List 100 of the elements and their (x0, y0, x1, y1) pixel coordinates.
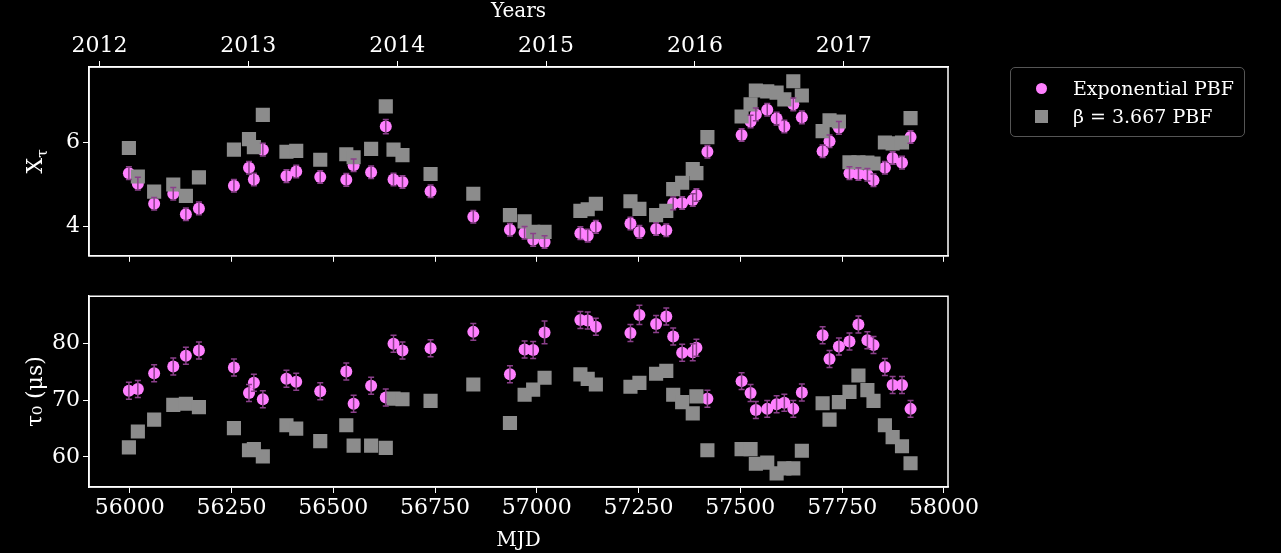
legend-label: Exponential PBF (1073, 77, 1234, 99)
x-tick-label: 56000 (94, 493, 165, 519)
point (226, 421, 241, 436)
x2-tick-label: 2015 (518, 31, 575, 57)
point (364, 141, 379, 156)
point (786, 74, 801, 89)
point (121, 140, 136, 156)
x-tick-label: 57500 (705, 493, 776, 519)
x-tick-label: 56250 (196, 493, 267, 519)
point (255, 449, 270, 464)
point (121, 440, 136, 455)
point (831, 114, 846, 129)
point (423, 166, 438, 182)
point (313, 152, 328, 167)
x2-tick-label: 2013 (220, 31, 277, 57)
point (289, 421, 304, 436)
point (537, 224, 552, 239)
point (130, 169, 145, 184)
point (760, 455, 775, 470)
point (659, 363, 674, 379)
point (130, 424, 145, 439)
point (191, 400, 206, 415)
point (178, 396, 193, 411)
point (877, 418, 892, 433)
point (894, 439, 910, 454)
y-tick-label: 6 (66, 128, 80, 154)
point (289, 143, 304, 158)
point (632, 201, 647, 216)
point (226, 142, 241, 157)
x-axis-title: MJD (496, 527, 541, 552)
point (313, 434, 328, 449)
point (675, 395, 690, 410)
point (526, 382, 541, 397)
point (191, 170, 206, 185)
x2-tick-label: 2014 (369, 31, 426, 57)
x-tick-label: 56750 (400, 493, 471, 519)
point (395, 148, 410, 163)
point (734, 109, 749, 124)
point (378, 440, 393, 456)
x-tick-label: 57000 (501, 493, 572, 519)
point (246, 140, 261, 155)
point (831, 395, 846, 410)
point (743, 442, 758, 457)
y-tick-label: 70 (52, 386, 80, 412)
point (659, 203, 674, 218)
point (903, 111, 918, 126)
point (466, 377, 481, 392)
x-tick-label: 57250 (603, 493, 674, 519)
point (339, 418, 354, 433)
y-tick-label: 4 (66, 212, 80, 238)
point (395, 392, 410, 407)
point (423, 393, 438, 409)
x-tick-label: 56500 (298, 493, 369, 519)
point (632, 375, 647, 390)
point (894, 135, 910, 150)
point (794, 88, 809, 103)
y-axis-title: Xτ (21, 149, 51, 174)
point (685, 406, 700, 421)
point (822, 412, 837, 427)
point (794, 443, 809, 458)
point (378, 99, 393, 114)
point (346, 438, 361, 453)
x2-tick-label: 2017 (815, 31, 872, 57)
point (842, 384, 857, 399)
y-axis-title: τ₀ (μs) (21, 356, 47, 427)
point (689, 166, 704, 181)
point (147, 184, 162, 199)
x2-tick-label: 2016 (666, 31, 723, 57)
point (588, 196, 603, 211)
x-tick-label: 58000 (908, 493, 979, 519)
point (777, 92, 792, 107)
x2-tick-label: 2012 (71, 31, 128, 57)
point (364, 438, 379, 453)
y-tick-label: 80 (52, 329, 80, 355)
point (166, 177, 181, 192)
x2-axis-title: Years (489, 0, 547, 23)
point (502, 208, 518, 223)
point (147, 412, 162, 427)
point (588, 377, 603, 392)
point (866, 393, 881, 409)
point (346, 150, 361, 165)
point (689, 389, 704, 404)
point (178, 188, 193, 203)
point (866, 156, 881, 171)
point (675, 175, 690, 190)
point (700, 443, 715, 458)
point (815, 396, 830, 411)
point (255, 107, 270, 122)
point (786, 461, 801, 476)
point (166, 397, 181, 412)
point (903, 456, 918, 471)
legend-label: β = 3.667 PBF (1073, 105, 1213, 127)
point (502, 415, 518, 431)
point (466, 186, 481, 201)
point (700, 130, 715, 145)
point (851, 368, 866, 383)
point (537, 370, 552, 385)
point (743, 97, 758, 112)
x-tick-label: 57750 (807, 493, 878, 519)
y-tick-label: 60 (52, 442, 80, 468)
